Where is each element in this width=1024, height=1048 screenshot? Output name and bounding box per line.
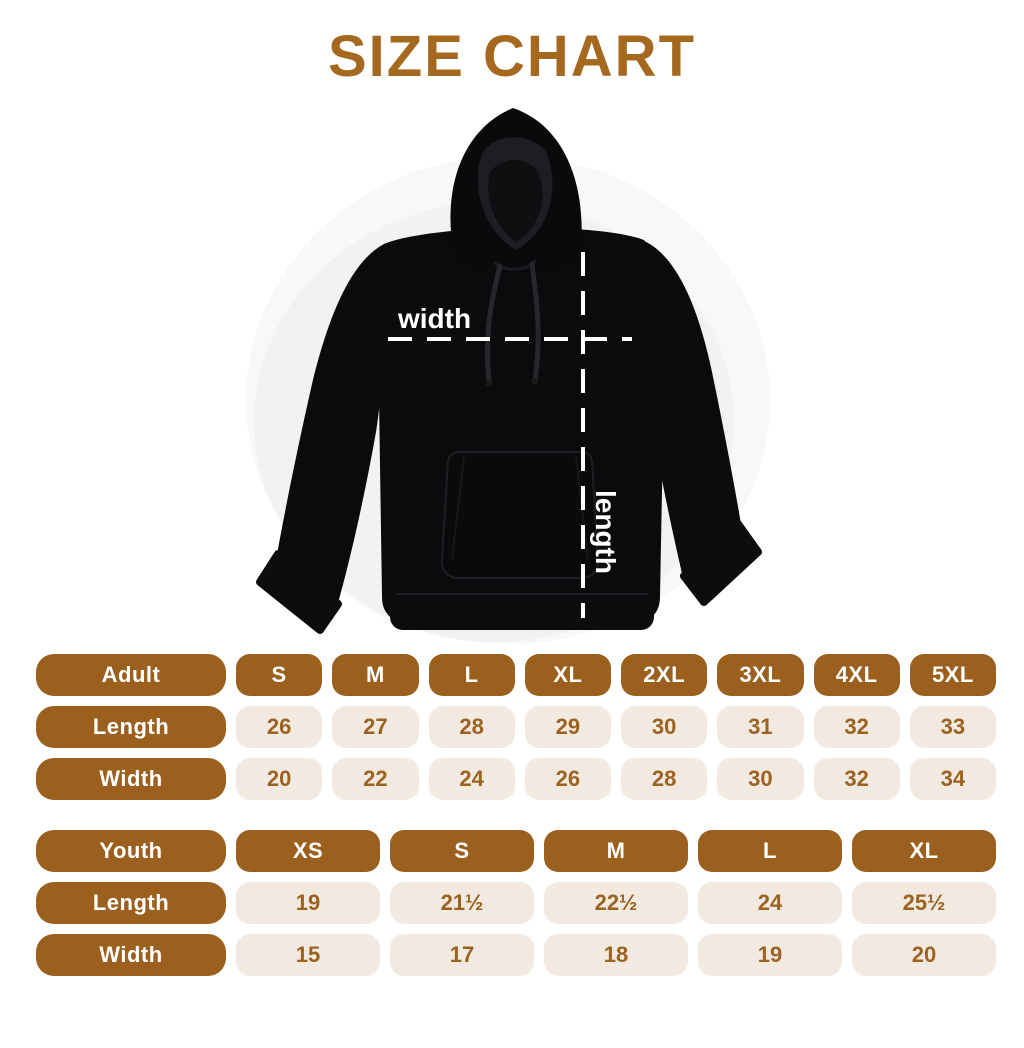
adult-width-value: 22 bbox=[332, 758, 419, 800]
adult-length-value: 27 bbox=[332, 706, 419, 748]
adult-length-value: 32 bbox=[813, 706, 900, 748]
youth-size-header-xl: XL bbox=[852, 830, 996, 872]
adult-size-header-s: S bbox=[236, 654, 323, 696]
adult-width-value: 20 bbox=[236, 758, 323, 800]
youth-size-header-m: M bbox=[544, 830, 688, 872]
youth-width-value: 20 bbox=[852, 934, 996, 976]
adult-size-header-2xl: 2XL bbox=[621, 654, 708, 696]
adult-table-title: Adult bbox=[36, 654, 226, 696]
right-aglet bbox=[531, 377, 539, 385]
adult-length-value: 31 bbox=[717, 706, 804, 748]
hoodie-diagram: width length bbox=[232, 92, 792, 650]
adult-size-header-4xl: 4XL bbox=[813, 654, 900, 696]
youth-size-header-s: S bbox=[390, 830, 534, 872]
adult-width-value: 34 bbox=[909, 758, 996, 800]
adult-length-value: 28 bbox=[428, 706, 515, 748]
adult-length-value: 30 bbox=[621, 706, 708, 748]
adult-length-value: 29 bbox=[524, 706, 611, 748]
adult-length-value: 33 bbox=[909, 706, 996, 748]
youth-length-row-label: Length bbox=[36, 882, 226, 924]
youth-width-value: 18 bbox=[544, 934, 688, 976]
left-sleeve bbox=[276, 244, 386, 610]
adult-width-row-label: Width bbox=[36, 758, 226, 800]
adult-width-value: 32 bbox=[813, 758, 900, 800]
adult-size-header-3xl: 3XL bbox=[717, 654, 804, 696]
adult-size-header-l: L bbox=[428, 654, 515, 696]
youth-width-value: 15 bbox=[236, 934, 380, 976]
hem-band bbox=[390, 590, 654, 630]
adult-size-header-m: M bbox=[332, 654, 419, 696]
adult-width-value: 26 bbox=[524, 758, 611, 800]
left-drawstring bbox=[484, 263, 503, 385]
youth-width-row-label: Width bbox=[36, 934, 226, 976]
youth-table-title: Youth bbox=[36, 830, 226, 872]
width-label: width bbox=[397, 303, 471, 334]
youth-size-header-l: L bbox=[698, 830, 842, 872]
length-label: length bbox=[590, 490, 621, 574]
youth-length-value: 25½ bbox=[852, 882, 996, 924]
right-cuff bbox=[680, 520, 762, 606]
adult-size-table: Adult S M L XL 2XL 3XL 4XL 5XL Length 26… bbox=[36, 654, 996, 800]
youth-width-value: 19 bbox=[698, 934, 842, 976]
adult-size-header-5xl: 5XL bbox=[909, 654, 996, 696]
left-aglet bbox=[485, 379, 493, 387]
page-title: SIZE CHART bbox=[328, 24, 696, 89]
adult-width-value: 28 bbox=[621, 758, 708, 800]
left-cuff bbox=[256, 550, 342, 634]
right-drawstring bbox=[529, 261, 541, 383]
hoodie-image: width length bbox=[246, 108, 770, 644]
youth-length-value: 22½ bbox=[544, 882, 688, 924]
youth-size-header-xs: XS bbox=[236, 830, 380, 872]
youth-length-value: 19 bbox=[236, 882, 380, 924]
youth-width-value: 17 bbox=[390, 934, 534, 976]
size-tables: Adult S M L XL 2XL 3XL 4XL 5XL Length 26… bbox=[36, 654, 996, 976]
adult-length-row-label: Length bbox=[36, 706, 226, 748]
adult-length-value: 26 bbox=[236, 706, 323, 748]
adult-size-header-xl: XL bbox=[524, 654, 611, 696]
youth-length-value: 24 bbox=[698, 882, 842, 924]
adult-width-value: 30 bbox=[717, 758, 804, 800]
pocket-left-seam bbox=[451, 455, 465, 561]
hood-opening-shadow bbox=[488, 160, 543, 242]
youth-size-table: Youth XS S M L XL Length 19 21½ 22½ 24 2… bbox=[36, 830, 996, 976]
adult-width-value: 24 bbox=[428, 758, 515, 800]
right-sleeve bbox=[641, 240, 742, 582]
youth-length-value: 21½ bbox=[390, 882, 534, 924]
kangaroo-pocket bbox=[440, 451, 600, 579]
